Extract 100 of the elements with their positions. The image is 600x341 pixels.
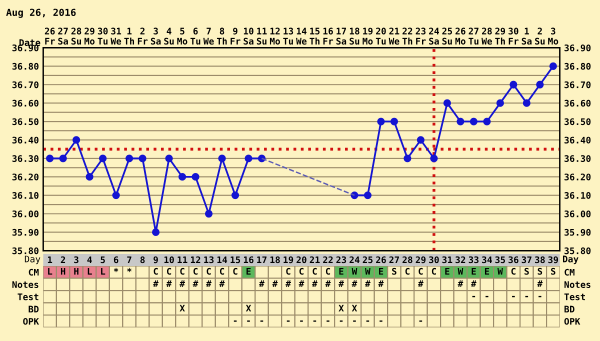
text: E [445,268,450,275]
x2-tick-label: 29 Mo [84,28,95,45]
x-tick-label: 22 [323,256,333,264]
x2-tick-label: 21 We [388,28,400,45]
x2-tick-label: 20 Tu [376,28,386,45]
text: X [180,304,185,312]
text: - [486,296,488,298]
point [430,154,438,162]
y2-tick-label: 35.80 [564,247,591,254]
x2-tick-label: 27 Sa [58,28,68,45]
text: X [246,304,252,312]
point [112,191,120,200]
text: S [538,268,542,275]
x-tick-label: 19 [284,256,294,264]
text: - [286,320,290,322]
x-tick-label: 39 [548,256,558,264]
text: C [299,268,304,275]
text: - [472,296,476,298]
x-tick-label: 29 [416,256,426,264]
text: - [247,320,250,322]
point [510,80,518,88]
point [138,154,146,162]
category-label: OPK [564,318,580,325]
text: # [458,280,464,287]
y2-tick-label: 36.10 [564,192,591,199]
text: # [298,280,304,287]
point [390,118,398,126]
x-tick-label: 36 [508,256,518,264]
x-tick-label: 37 [522,256,532,264]
text: - [260,320,264,322]
x2-tick-label: 26 Fr [44,28,55,44]
x-tick-label: 18 [270,256,280,264]
text: E [339,268,344,275]
x2-tick-label: 16 Fr [323,28,334,44]
text: C [206,268,211,275]
x2-tick-label: 17 Sa [336,28,346,45]
y2-tick-label: 36.70 [564,81,591,88]
text: C [432,268,436,275]
x2-tick-label: 28 We [482,28,492,45]
x-tick-label: 15 [230,256,240,264]
x2-tick-label: 8 Th [216,28,227,44]
text: - [380,320,382,322]
point [404,154,412,162]
text: E [379,268,384,275]
y-tick-label: 36.60 [12,100,38,107]
category-label: Notes [12,281,38,288]
x-tick-label: 38 [535,256,545,264]
x-tick-label: 1 [48,256,52,264]
text: C [220,268,224,275]
text: X [338,304,344,312]
x-tick-label: 32 [456,256,466,264]
x-tick-label: 28 [402,256,412,264]
point [443,99,452,107]
text: Day [562,256,578,264]
y-tick-label: 36.00 [12,210,38,218]
x-tick-label: 14 [217,256,228,264]
point [218,154,226,162]
y2-tick-label: 36.30 [564,155,591,162]
x-tick-label: 34 [482,256,492,264]
text: - [340,320,343,322]
x-tick-label: 21 [310,256,320,264]
point [59,154,67,162]
x2-tick-label: 23 Fr [416,28,426,44]
x2-tick-label: 2 Su [535,28,545,45]
y-tick-label: 36.30 [12,155,38,162]
x2-tick-label: 11 Su [256,28,267,45]
text: - [300,320,303,322]
y-tick-label: 36.50 [12,118,38,126]
x-tick-label: 35 [495,256,506,264]
text: C [511,268,516,275]
text: # [153,280,158,287]
text: # [272,280,278,287]
x2-tick-label: 27 Tu [468,28,478,45]
text: H [60,268,66,275]
x2-axis-title: Date [19,39,40,46]
category-label: Test [18,294,38,300]
x-tick-label: 6 [114,256,118,264]
text: # [325,280,331,287]
text: # [219,280,225,287]
x2-tick-label: 28 Su [71,28,82,45]
x2-tick-label: 12 Mo [270,28,280,45]
x2-tick-label: 5 Mo [177,28,188,45]
text: # [365,280,370,287]
text: E [246,268,251,275]
category-label: Notes [564,281,590,288]
category-label: BD [564,306,574,312]
text: # [378,280,384,287]
text: # [180,280,185,287]
x2-tick-label: 30 Tu [98,28,108,45]
x-tick-label: 31 [442,256,452,264]
text: - [234,320,237,322]
x2-tick-label: 9 Fr [230,28,240,44]
x-tick-label: 26 [376,256,386,264]
x-tick-label: 5 [100,256,105,264]
text: L [48,268,52,275]
y2-tick-label: 36.20 [564,174,591,180]
text: C [312,268,317,275]
point [204,210,213,218]
text: C [154,268,158,275]
x2-tick-label: 13 Tu [283,28,294,45]
